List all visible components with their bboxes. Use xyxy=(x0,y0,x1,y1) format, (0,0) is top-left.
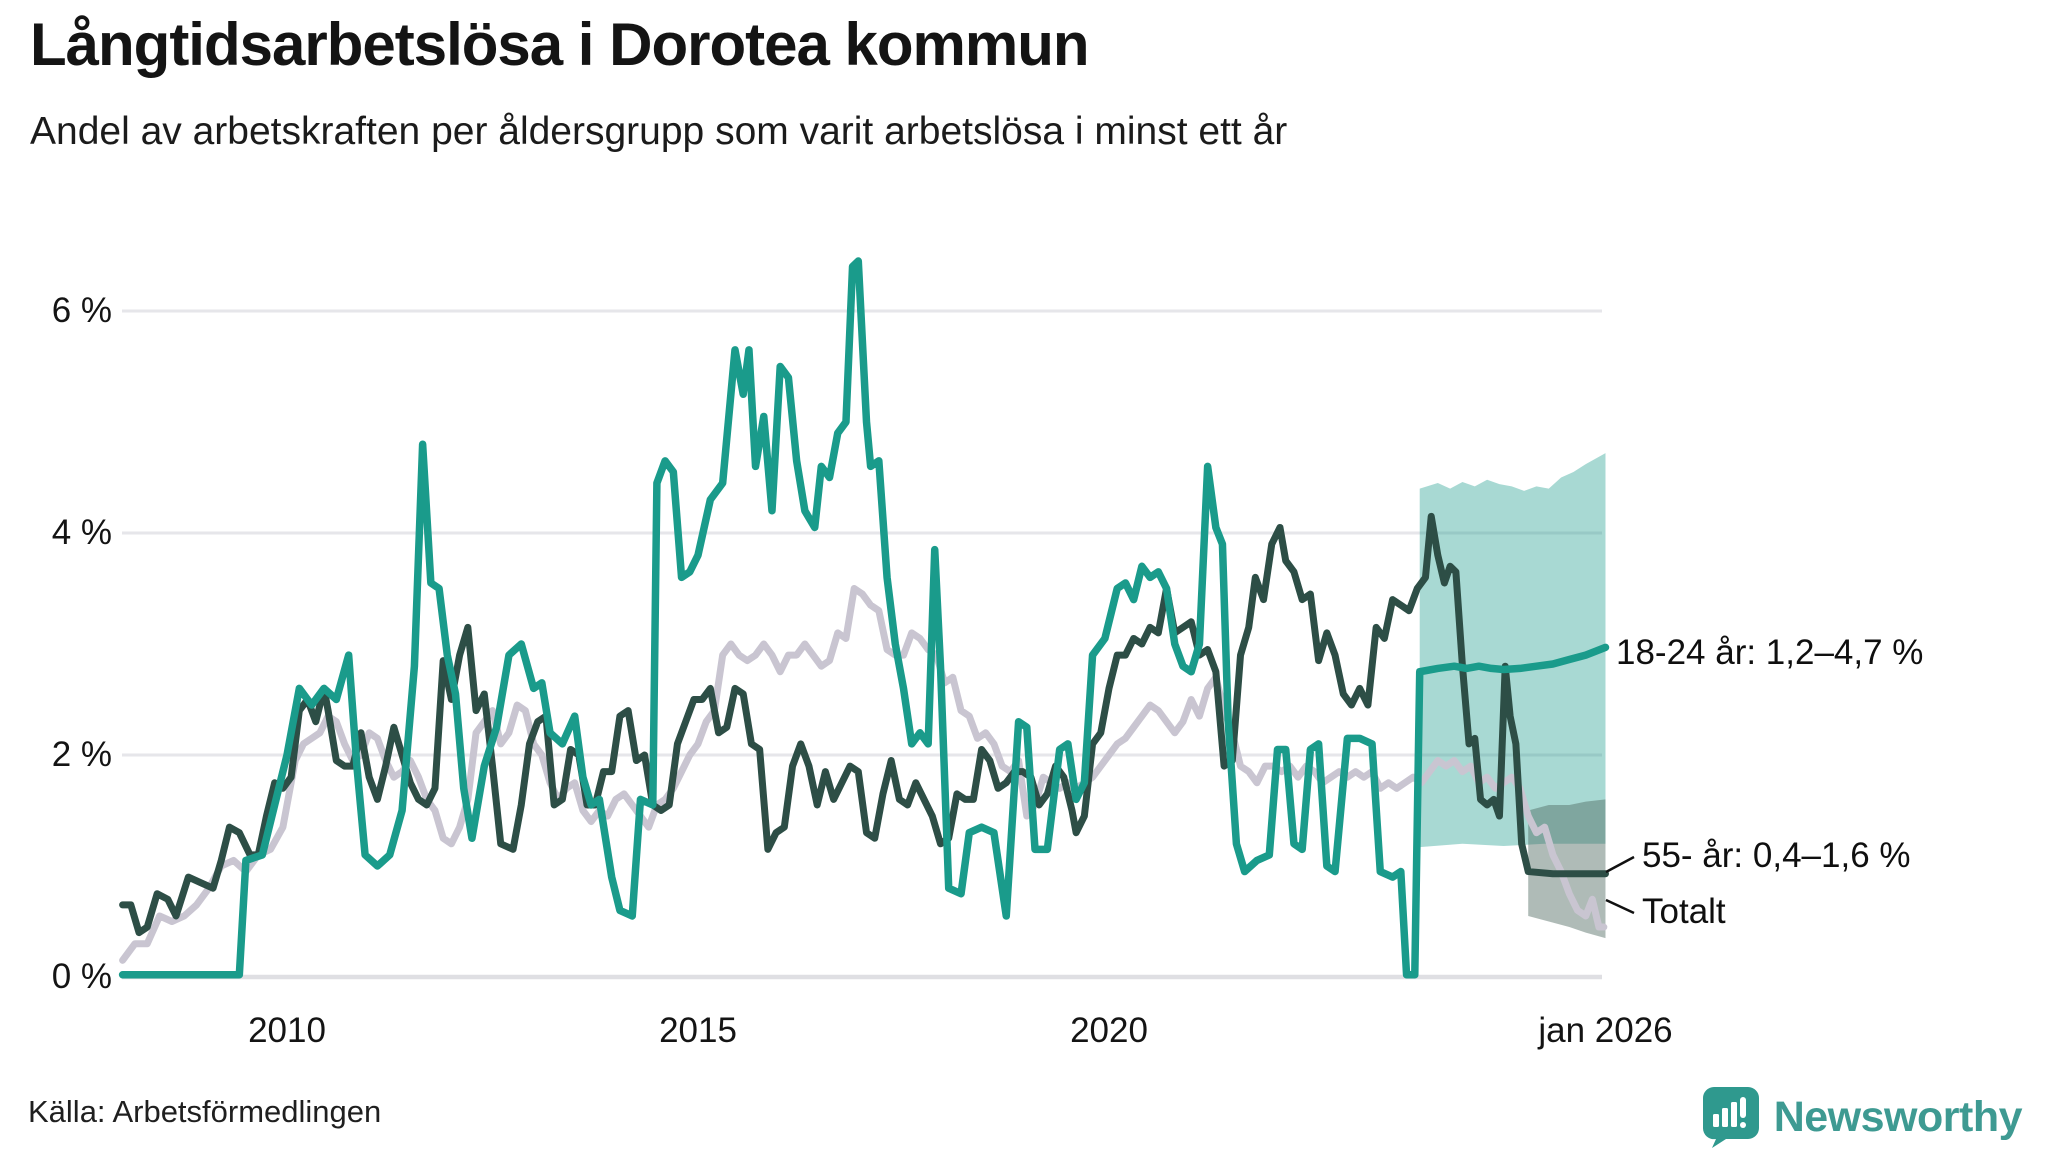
newsworthy-wordmark: Newsworthy xyxy=(1773,1092,2023,1141)
series-label-55plus: 55- år: 0,4–1,6 % xyxy=(1642,836,1911,875)
x-tick-label-2015: 2015 xyxy=(659,1011,737,1050)
forecast-bands xyxy=(1419,453,1606,939)
line-Totalt xyxy=(119,585,1608,964)
forecast-band-0 xyxy=(1419,453,1606,848)
exclamation-dot xyxy=(1739,1122,1746,1128)
newsworthy-logo-icon xyxy=(1702,1087,1759,1148)
y-tick-label-2: 2 % xyxy=(51,735,112,774)
gridlines xyxy=(122,309,1602,980)
leader-line-total xyxy=(1605,898,1635,915)
x-tick-label-2010: 2010 xyxy=(248,1011,326,1050)
newsworthy-logo: Newsworthy xyxy=(1702,1086,2023,1148)
chart-subtitle: Andel av arbetskraften per åldersgrupp s… xyxy=(30,110,1288,153)
line-18-24-år xyxy=(118,257,1610,979)
data-lines xyxy=(118,257,1610,979)
x-tick-label-jan-2026: jan 2026 xyxy=(1538,1011,1673,1050)
exclamation-stem xyxy=(1739,1097,1746,1118)
source-credit: Källa: Arbetsförmedlingen xyxy=(28,1094,382,1129)
line-55--år xyxy=(119,512,1609,937)
series-label-total: Totalt xyxy=(1642,892,1726,931)
bar-2 xyxy=(1721,1108,1728,1127)
y-tick-label-4: 4 % xyxy=(51,513,112,552)
bar-3 xyxy=(1730,1102,1737,1127)
series-label-18-24: 18-24 år: 1,2–4,7 % xyxy=(1616,633,1924,672)
speech-bubble-shape xyxy=(1702,1087,1759,1148)
page-title: Långtidsarbetslösa i Dorotea kommun xyxy=(30,11,1090,78)
x-tick-label-2020: 2020 xyxy=(1070,1011,1148,1050)
annotation-leader-lines xyxy=(1605,855,1635,915)
leader-line-senior xyxy=(1605,855,1635,874)
bar-1 xyxy=(1712,1114,1719,1127)
y-tick-label-0: 0 % xyxy=(51,957,112,996)
y-tick-label-6: 6 % xyxy=(51,291,112,330)
